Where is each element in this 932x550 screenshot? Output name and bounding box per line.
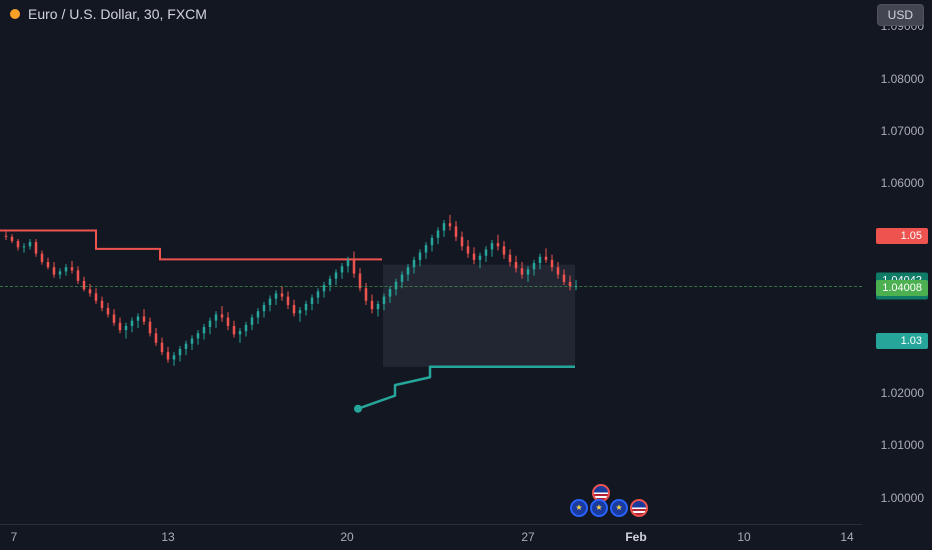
time-axis-label: 13 <box>161 530 174 544</box>
eu-flag-icon[interactable] <box>570 499 588 517</box>
time-axis-label: 7 <box>11 530 18 544</box>
eu-flag-icon[interactable] <box>590 499 608 517</box>
price-axis-label: 1.01000 <box>881 438 924 452</box>
event-icon-row-bottom[interactable] <box>570 499 650 522</box>
time-axis-label: Feb <box>625 530 646 544</box>
eu-flag-icon[interactable] <box>610 499 628 517</box>
time-axis[interactable]: 7 13 20 27 Feb 10 14 <box>0 524 862 550</box>
current-price-line <box>0 286 862 287</box>
time-axis-label: 14 <box>840 530 853 544</box>
chart-title[interactable]: Euro / U.S. Dollar, 30, FXCM <box>28 6 207 22</box>
plot-area[interactable] <box>0 0 862 524</box>
price-axis-label: 1.00000 <box>881 491 924 505</box>
price-axis-label: 1.02000 <box>881 386 924 400</box>
time-axis-label: 27 <box>521 530 534 544</box>
time-axis-label: 20 <box>340 530 353 544</box>
price-axis-label: 1.06000 <box>881 176 924 190</box>
price-axis[interactable]: 1.000001.010001.020001.030001.040001.050… <box>862 0 932 510</box>
plot-svg <box>0 0 862 524</box>
currency-button[interactable]: USD <box>877 4 924 26</box>
price-marker[interactable]: 1.05 <box>876 228 928 244</box>
price-axis-label: 1.08000 <box>881 72 924 86</box>
price-marker[interactable]: 1.03 <box>876 333 928 349</box>
price-axis-label: 1.07000 <box>881 124 924 138</box>
symbol-dot-icon <box>10 9 20 19</box>
price-marker[interactable]: 1.04008 <box>876 280 928 296</box>
chart-title-row: Euro / U.S. Dollar, 30, FXCM <box>10 6 207 22</box>
us-flag-icon[interactable] <box>630 499 648 517</box>
time-axis-label: 10 <box>737 530 750 544</box>
chart-root: Euro / U.S. Dollar, 30, FXCM USD 1.00000… <box>0 0 932 550</box>
